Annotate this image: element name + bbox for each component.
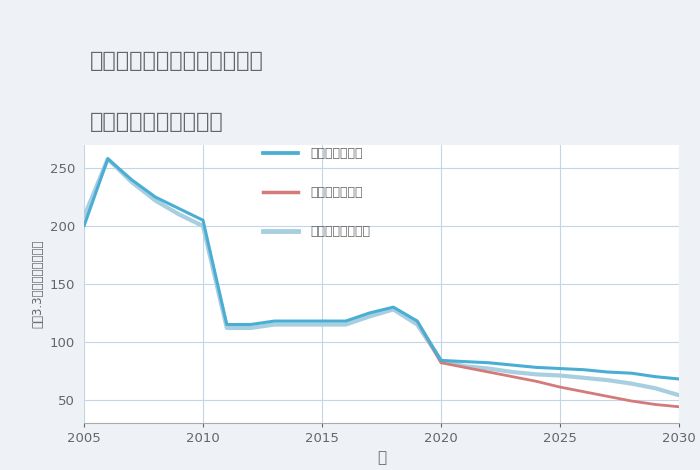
ノーマルシナリオ <box>246 325 255 331</box>
ノーマルシナリオ <box>199 223 207 229</box>
グッドシナリオ <box>342 318 350 324</box>
X-axis label: 年: 年 <box>377 451 386 466</box>
ノーマルシナリオ <box>294 321 302 327</box>
バッドシナリオ <box>556 384 564 390</box>
ノーマルシナリオ <box>413 321 421 327</box>
グッドシナリオ <box>223 321 231 327</box>
バッドシナリオ <box>532 378 540 384</box>
ノーマルシナリオ <box>342 321 350 327</box>
グッドシナリオ <box>437 358 445 363</box>
グッドシナリオ <box>532 365 540 370</box>
グッドシナリオ <box>413 318 421 324</box>
ノーマルシナリオ <box>127 179 136 185</box>
グッドシナリオ <box>508 362 517 368</box>
バッドシナリオ <box>461 365 469 370</box>
ノーマルシナリオ <box>508 369 517 375</box>
ノーマルシナリオ <box>675 392 683 398</box>
ノーマルシナリオ <box>532 371 540 377</box>
グッドシナリオ <box>294 318 302 324</box>
ノーマルシナリオ <box>223 325 231 331</box>
ノーマルシナリオ <box>627 381 636 386</box>
Line: グッドシナリオ: グッドシナリオ <box>84 159 679 379</box>
Line: ノーマルシナリオ: ノーマルシナリオ <box>84 159 679 395</box>
バッドシナリオ <box>484 369 493 375</box>
バッドシナリオ <box>580 389 588 394</box>
Text: ノーマルシナリオ: ノーマルシナリオ <box>310 225 370 238</box>
グッドシナリオ <box>318 318 326 324</box>
Y-axis label: 坪（3.3㎡）単価（万円）: 坪（3.3㎡）単価（万円） <box>31 240 44 328</box>
ノーマルシナリオ <box>461 363 469 369</box>
グッドシナリオ <box>246 321 255 327</box>
ノーマルシナリオ <box>437 358 445 363</box>
Line: バッドシナリオ: バッドシナリオ <box>417 321 679 407</box>
ノーマルシナリオ <box>651 385 659 391</box>
ノーマルシナリオ <box>365 313 374 319</box>
グッドシナリオ <box>270 318 279 324</box>
バッドシナリオ <box>675 404 683 409</box>
バッドシナリオ <box>413 318 421 324</box>
グッドシナリオ <box>104 156 112 162</box>
グッドシナリオ <box>627 370 636 376</box>
ノーマルシナリオ <box>389 306 398 312</box>
グッドシナリオ <box>151 194 160 200</box>
ノーマルシナリオ <box>104 156 112 162</box>
バッドシナリオ <box>437 360 445 366</box>
グッドシナリオ <box>556 366 564 371</box>
バッドシナリオ <box>508 374 517 379</box>
ノーマルシナリオ <box>80 214 88 219</box>
グッドシナリオ <box>603 369 612 375</box>
グッドシナリオ <box>175 206 183 212</box>
ノーマルシナリオ <box>484 366 493 371</box>
ノーマルシナリオ <box>175 212 183 217</box>
グッドシナリオ <box>80 223 88 229</box>
バッドシナリオ <box>651 402 659 407</box>
グッドシナリオ <box>675 376 683 382</box>
グッドシナリオ <box>199 218 207 223</box>
グッドシナリオ <box>484 360 493 366</box>
グッドシナリオ <box>127 177 136 182</box>
ノーマルシナリオ <box>151 198 160 204</box>
ノーマルシナリオ <box>318 321 326 327</box>
バッドシナリオ <box>627 398 636 404</box>
バッドシナリオ <box>603 393 612 399</box>
グッドシナリオ <box>389 305 398 310</box>
ノーマルシナリオ <box>556 373 564 378</box>
グッドシナリオ <box>580 367 588 373</box>
グッドシナリオ <box>651 374 659 379</box>
ノーマルシナリオ <box>580 375 588 381</box>
ノーマルシナリオ <box>603 377 612 383</box>
Text: 福岡県築上郡築上町下別府の: 福岡県築上郡築上町下別府の <box>90 51 264 71</box>
Text: バッドシナリオ: バッドシナリオ <box>310 186 363 199</box>
グッドシナリオ <box>461 359 469 364</box>
Text: 中古戸建ての価格推移: 中古戸建ての価格推移 <box>90 112 224 132</box>
グッドシナリオ <box>365 310 374 316</box>
ノーマルシナリオ <box>270 321 279 327</box>
Text: グッドシナリオ: グッドシナリオ <box>310 147 363 160</box>
